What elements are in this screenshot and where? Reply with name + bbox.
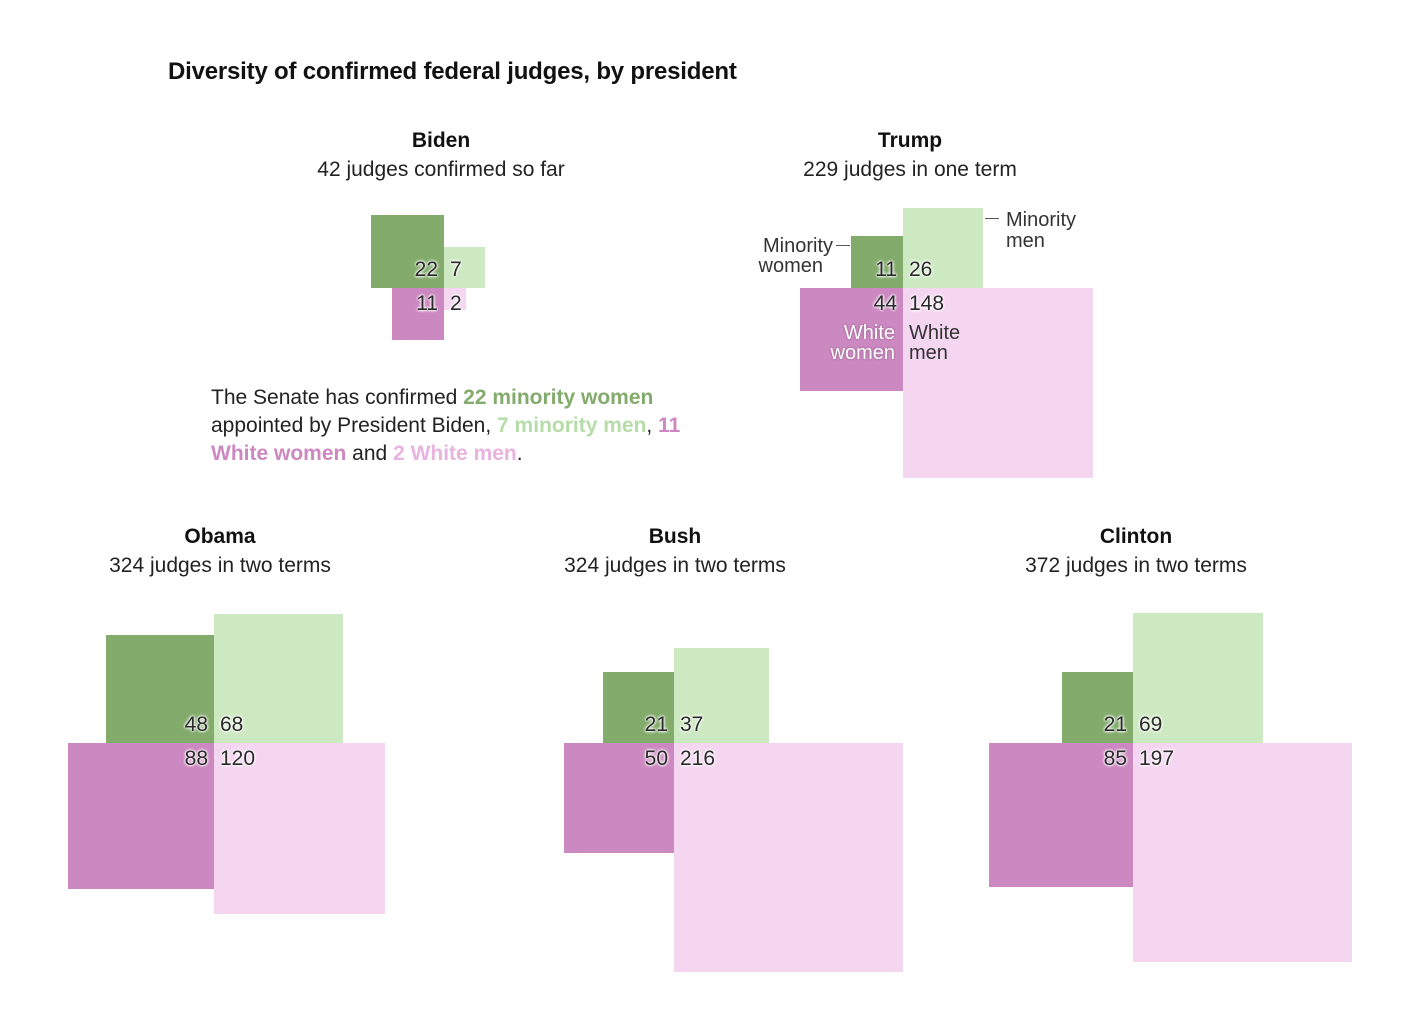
clinton-value-minority-men: 69 [1139,713,1163,736]
bush-subtitle: 324 judges in two terms [564,554,786,577]
desc-minority-women: 22 minority women [463,386,654,409]
clinton-value-minority-women: 21 [1103,713,1127,736]
desc-text-1: The Senate has confirmed [211,386,464,409]
leader-minority-men [985,218,999,219]
obama-value-minority-men: 68 [220,713,244,736]
obama-value-minority-women: 48 [184,713,208,736]
biden-name: Biden [411,129,471,152]
desc-text-3: , [646,414,659,437]
biden-value-white-women: 11 [416,292,438,315]
biden-value-minority-women: 22 [414,258,438,281]
biden-subtitle: 42 judges confirmed so far [317,158,565,181]
biden-description: The Senate has confirmed 22 minority wom… [211,384,731,468]
trump-subtitle: 229 judges in one term [803,158,1017,181]
bush-square-white-women [563,743,674,854]
bush-value-minority-women: 21 [644,713,668,736]
bush-square-minority-women [602,671,674,743]
obama-square-minority-women [105,634,214,743]
label-minority-men-2: men [1006,230,1045,252]
clinton-value-white-women: 85 [1103,747,1127,770]
trump-name: Trump [877,129,943,152]
trump-value-minority-women: 11 [875,258,897,281]
obama-name: Obama [184,525,256,548]
obama-square-white-women [67,743,214,890]
clinton-name: Clinton [1099,525,1173,548]
desc-minority-men: 7 minority men [497,414,647,437]
trump-square-white-women [799,288,903,392]
trump-value-white-women: 44 [873,292,897,315]
desc-white-men: 2 White men [393,442,517,465]
obama-value-white-women: 88 [184,747,208,770]
clinton-subtitle: 372 judges in two terms [1025,554,1247,577]
trump-value-minority-men: 26 [909,258,933,281]
label-white-men-2: men [909,342,948,364]
label-minority-men-1: Minority [1006,209,1077,231]
obama-square-white-men [214,743,385,914]
trump-square-minority-women [851,236,903,288]
clinton-square-white-men [1133,743,1352,962]
desc-white-women: 11 White women [211,414,681,465]
clinton-square-minority-men [1133,613,1263,743]
bush-value-white-men: 216 [680,747,716,770]
clinton-value-white-men: 197 [1139,747,1175,770]
label-minority-women-1: Minority [762,235,833,257]
trump-value-white-men: 148 [909,292,945,315]
desc-text-2: appointed by President Biden, [211,414,498,437]
label-white-women-2: women [830,342,895,364]
biden-square-white-women [392,288,444,340]
biden-square-minority-women [370,214,444,288]
biden-value-minority-men: 7 [450,258,462,281]
bush-name: Bush [648,525,702,548]
bush-square-white-men [674,743,904,973]
clinton-square-minority-women [1061,671,1133,743]
desc-text-4: and [346,442,394,465]
clinton-square-white-women [989,743,1133,887]
obama-square-minority-men [214,614,343,743]
page-title: Diversity of confirmed federal judges, b… [168,58,737,85]
desc-text-5: . [516,442,523,465]
leader-minority-women [836,245,850,246]
trump-square-minority-men [903,208,983,288]
obama-value-white-men: 120 [220,747,256,770]
label-minority-women-2: women [758,255,823,277]
trump-square-white-men [903,288,1093,478]
label-white-men-1: White [909,322,961,344]
bush-value-minority-men: 37 [680,713,704,736]
biden-square-white-men [444,288,467,311]
label-white-women-1: White [843,322,895,344]
bush-square-minority-men [674,648,769,743]
obama-subtitle: 324 judges in two terms [109,554,331,577]
biden-value-white-men: 2 [450,292,462,315]
biden-square-minority-men [444,246,486,288]
bush-value-white-women: 50 [644,747,668,770]
